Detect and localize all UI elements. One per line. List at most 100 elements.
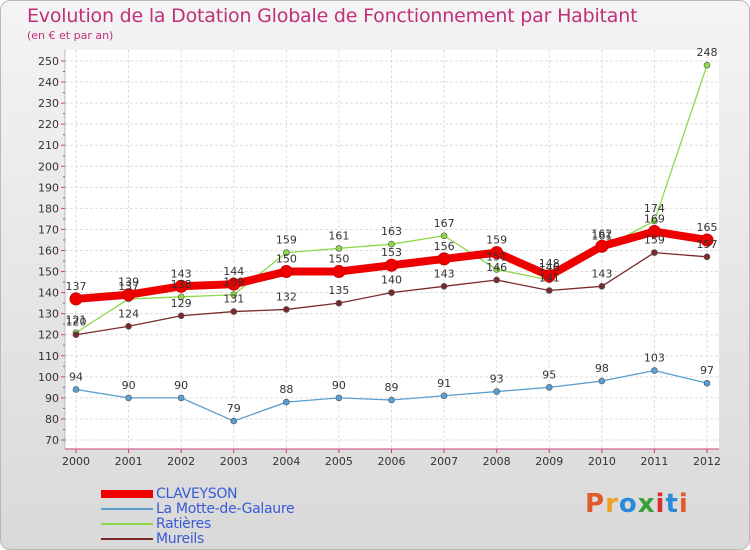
x-tick-label-4: 2004 xyxy=(272,455,300,468)
legend-label-mureils: Mureils xyxy=(156,530,204,547)
legend-swatch-mureils xyxy=(101,537,153,540)
data-label-claveyson-2000: 137 xyxy=(66,280,87,293)
y-tick-label-1: 80 xyxy=(45,413,59,426)
data-label-la-motte-de-galaure-2011: 103 xyxy=(644,352,665,365)
data-label-la-motte-de-galaure-2012: 97 xyxy=(700,364,714,377)
data-label-ratieres-2008: 151 xyxy=(486,250,507,263)
legend-swatch-ratieres xyxy=(101,522,153,525)
data-label-mureils-2006: 140 xyxy=(381,274,402,287)
data-label-claveyson-2002: 143 xyxy=(171,267,192,280)
point-la-motte-de-galaure-2007 xyxy=(440,392,448,400)
point-la-motte-de-galaure-2002 xyxy=(177,394,185,402)
data-label-claveyson-2007: 156 xyxy=(434,240,455,253)
data-label-claveyson-2006: 153 xyxy=(381,246,402,259)
data-label-claveyson-2010: 162 xyxy=(591,227,612,240)
data-label-ratieres-2010: 161 xyxy=(591,229,612,242)
y-tick-label-9: 160 xyxy=(38,245,59,258)
point-claveyson-2004 xyxy=(279,265,293,279)
y-tick-label-8: 150 xyxy=(38,266,59,279)
point-la-motte-de-galaure-2001 xyxy=(125,394,132,402)
point-mureils-2007 xyxy=(440,282,448,290)
point-la-motte-de-galaure-2012 xyxy=(703,379,711,387)
data-label-mureils-2011: 159 xyxy=(644,234,665,247)
logo-letter-1: r xyxy=(605,489,619,519)
y-tick-label-15: 220 xyxy=(38,118,59,131)
legend-item-claveyson: CLAVEYSON xyxy=(101,485,238,502)
y-tick-label-16: 230 xyxy=(38,97,59,110)
point-mureils-2010 xyxy=(598,282,606,290)
point-ratieres-2002 xyxy=(177,293,185,301)
y-tick-label-2: 90 xyxy=(45,392,59,405)
point-claveyson-2008 xyxy=(490,246,504,260)
point-la-motte-de-galaure-2008 xyxy=(493,388,500,395)
point-claveyson-2000 xyxy=(69,292,83,306)
data-label-mureils-2007: 143 xyxy=(434,267,455,280)
logo-letter-6: i xyxy=(678,489,689,519)
data-label-la-motte-de-galaure-2000: 94 xyxy=(69,370,83,383)
x-tick-label-3: 2003 xyxy=(220,455,248,468)
legend-swatch-claveyson xyxy=(101,489,153,498)
point-mureils-2005 xyxy=(335,299,343,307)
proxiti-logo: Proxiti xyxy=(585,489,689,519)
y-tick-label-7: 140 xyxy=(38,287,59,300)
data-label-claveyson-2005: 150 xyxy=(328,253,349,266)
data-label-mureils-2000: 120 xyxy=(66,316,87,329)
y-tick-label-12: 190 xyxy=(38,181,59,194)
x-tick-label-8: 2008 xyxy=(483,455,511,468)
data-label-la-motte-de-galaure-2010: 98 xyxy=(595,362,609,375)
legend-label-claveyson: CLAVEYSON xyxy=(156,485,238,502)
point-claveyson-2011 xyxy=(647,225,661,239)
point-claveyson-2012 xyxy=(700,233,714,247)
legend-label-la-motte-de-galaure: La Motte-de-Galaure xyxy=(156,500,295,517)
data-label-mureils-2008: 146 xyxy=(486,261,507,274)
data-label-claveyson-2009: 148 xyxy=(539,257,560,270)
data-label-ratieres-2002: 138 xyxy=(171,278,192,291)
data-label-la-motte-de-galaure-2007: 91 xyxy=(437,377,451,390)
legend-item-mureils: Mureils xyxy=(101,530,204,547)
logo-letter-3: x xyxy=(637,489,656,519)
data-label-claveyson-2004: 150 xyxy=(276,253,297,266)
logo-letter-0: P xyxy=(585,489,606,519)
point-claveyson-2010 xyxy=(595,239,609,253)
data-label-mureils-2012: 157 xyxy=(697,238,718,251)
point-la-motte-de-galaure-2003 xyxy=(230,417,238,425)
data-label-claveyson-2012: 165 xyxy=(697,221,718,234)
data-label-mureils-2001: 124 xyxy=(118,307,139,320)
x-tick-label-11: 2011 xyxy=(640,455,668,468)
point-la-motte-de-galaure-2005 xyxy=(335,394,343,402)
point-mureils-2012 xyxy=(703,253,711,261)
data-label-ratieres-2000: 121 xyxy=(66,314,87,327)
point-mureils-2001 xyxy=(125,322,132,330)
point-mureils-2011 xyxy=(651,249,658,256)
x-tick-label-7: 2007 xyxy=(430,455,458,468)
point-mureils-2000 xyxy=(72,331,80,339)
legend-item-la-motte-de-galaure: La Motte-de-Galaure xyxy=(101,500,295,517)
data-label-la-motte-de-galaure-2005: 90 xyxy=(332,379,346,392)
point-mureils-2009 xyxy=(545,287,553,294)
point-la-motte-de-galaure-2004 xyxy=(283,398,290,406)
data-label-ratieres-2004: 159 xyxy=(276,234,297,247)
data-label-claveyson-2003: 144 xyxy=(223,265,244,278)
data-label-mureils-2010: 143 xyxy=(591,267,612,280)
y-tick-label-3: 100 xyxy=(38,371,59,384)
data-label-claveyson-2001: 139 xyxy=(118,276,139,289)
data-label-la-motte-de-galaure-2008: 93 xyxy=(490,373,504,386)
x-tick-label-5: 2005 xyxy=(325,455,353,468)
data-label-mureils-2002: 129 xyxy=(171,297,192,310)
point-ratieres-2007 xyxy=(440,232,448,240)
point-claveyson-2002 xyxy=(174,279,188,293)
y-tick-label-18: 250 xyxy=(38,55,59,68)
data-label-ratieres-2001: 137 xyxy=(118,280,139,293)
data-label-mureils-2003: 131 xyxy=(223,293,244,306)
y-tick-label-17: 240 xyxy=(38,76,59,89)
point-claveyson-2005 xyxy=(332,265,346,279)
logo-letter-2: o xyxy=(618,489,638,519)
point-mureils-2004 xyxy=(283,306,290,313)
x-tick-label-12: 2012 xyxy=(693,455,721,468)
chart-subtitle: (en € et par an) xyxy=(27,29,114,42)
y-tick-label-6: 130 xyxy=(38,308,59,321)
y-axis: 70 80 90 100 110 120 130 140 150 160 170 180 190 200 2… xyxy=(38,50,66,449)
legend-swatch-la-motte-de-galaure xyxy=(101,507,153,510)
point-mureils-2002 xyxy=(177,312,185,320)
